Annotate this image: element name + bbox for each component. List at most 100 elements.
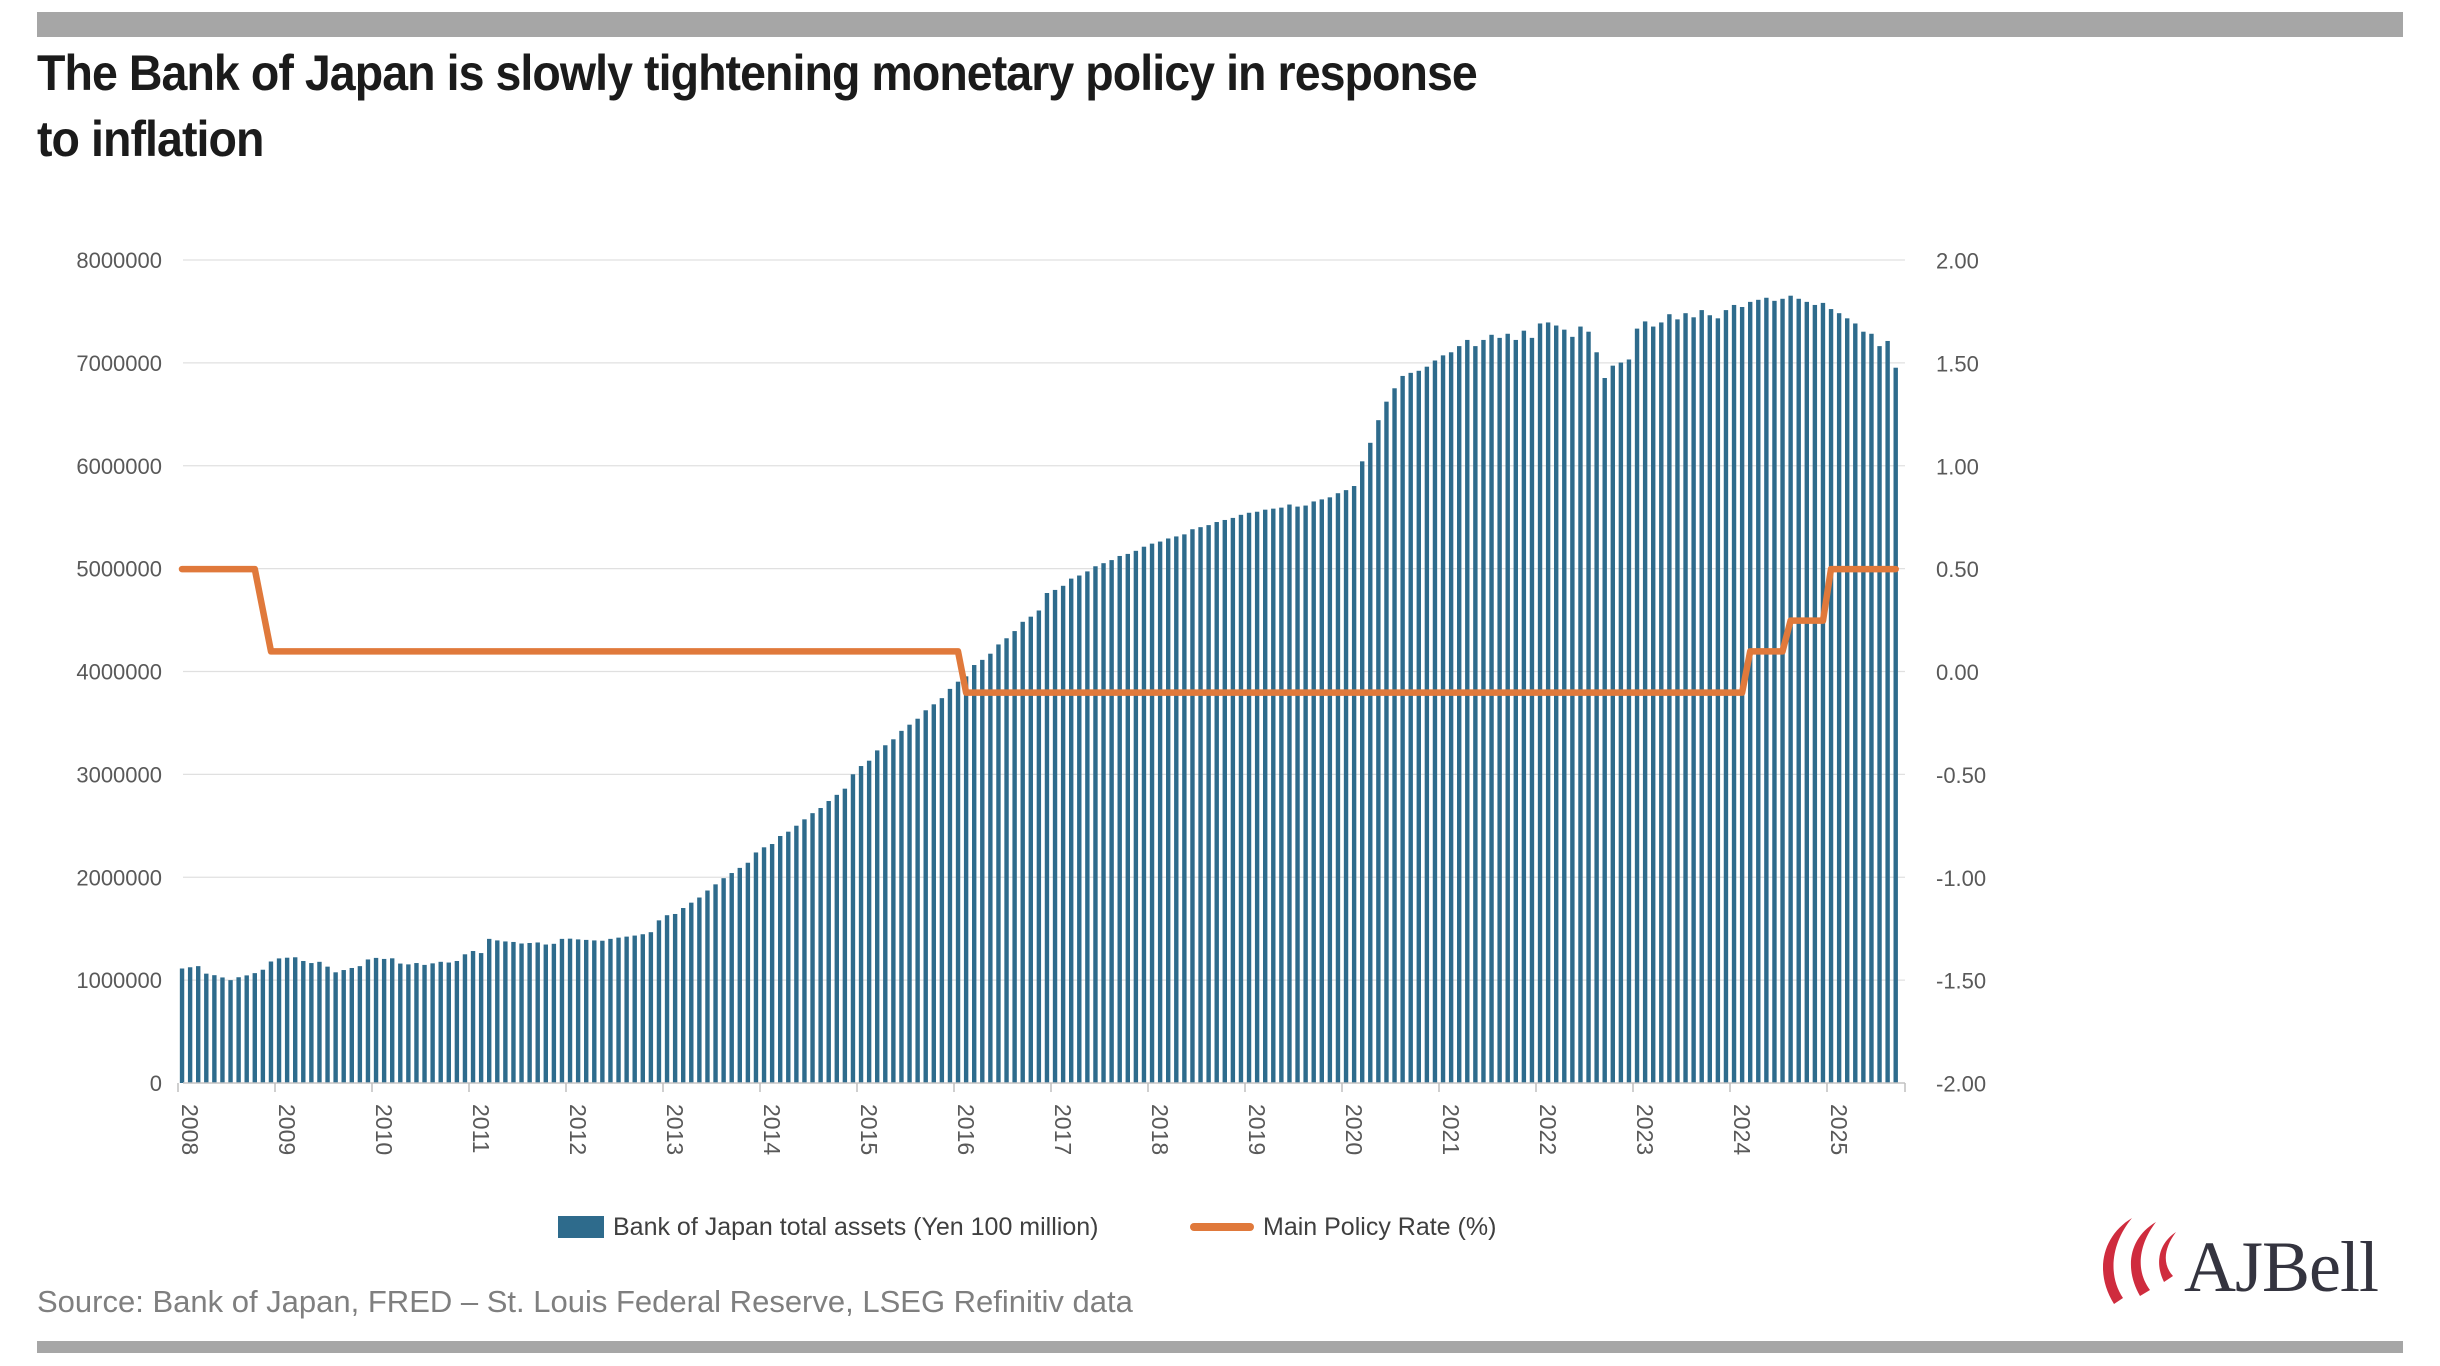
x-axis-year-label: 2010 [371, 1104, 397, 1155]
asset-bar [1077, 575, 1082, 1083]
asset-bar [1554, 325, 1559, 1083]
asset-bar [284, 957, 290, 1083]
x-axis-year-label: 2011 [468, 1104, 494, 1153]
asset-bar [551, 943, 557, 1083]
asset-bar [963, 676, 969, 1083]
left-axis-tick-label: 0 [150, 1071, 162, 1096]
asset-bar [1416, 370, 1421, 1083]
asset-bar [1457, 346, 1462, 1083]
asset-bar [947, 688, 953, 1083]
asset-bar [1828, 309, 1834, 1083]
asset-bar [349, 967, 354, 1083]
asset-bar [753, 852, 759, 1083]
asset-bar [1311, 501, 1316, 1083]
asset-bar [438, 961, 443, 1083]
right-axis-tick-label: 1.00 [1936, 454, 1979, 479]
ajbell-logo-swoosh-outer [2102, 1218, 2132, 1304]
asset-bar [1642, 321, 1648, 1083]
asset-bar [1796, 298, 1801, 1083]
asset-bar [301, 960, 306, 1083]
x-axis-year-label: 2023 [1632, 1104, 1658, 1155]
asset-bar [365, 959, 371, 1083]
chart-title-line-2: to inflation [37, 111, 264, 167]
asset-bar [721, 878, 726, 1083]
asset-bar [1222, 519, 1227, 1083]
asset-bar [1012, 631, 1017, 1083]
asset-bar [1052, 589, 1058, 1083]
asset-bar [850, 774, 856, 1083]
x-axis-year-label: 2016 [953, 1104, 979, 1155]
asset-bar [535, 942, 540, 1083]
asset-bar [1432, 360, 1438, 1083]
asset-bar [1295, 506, 1300, 1083]
asset-bar [1351, 486, 1357, 1084]
asset-bar [1634, 328, 1640, 1083]
asset-bar [1028, 616, 1033, 1083]
asset-bar [656, 920, 662, 1083]
asset-bar [406, 964, 411, 1083]
asset-bar [818, 808, 823, 1083]
legend-label-assets: Bank of Japan total assets (Yen 100 mill… [613, 1212, 1099, 1241]
asset-bar [672, 913, 678, 1083]
asset-bar [252, 973, 257, 1083]
asset-bar [333, 972, 338, 1083]
legend-item-rate: Main Policy Rate (%) [1190, 1210, 1496, 1244]
asset-bar [1238, 514, 1244, 1083]
asset-bar [1594, 352, 1599, 1083]
asset-bar [1036, 610, 1042, 1083]
asset-bar [1149, 543, 1155, 1083]
asset-bar [487, 938, 492, 1083]
asset-bar [446, 962, 451, 1083]
asset-bar [462, 954, 468, 1083]
asset-bar [1610, 365, 1615, 1084]
x-axis-year-label: 2021 [1438, 1104, 1464, 1155]
x-axis-year-label: 2009 [274, 1104, 300, 1155]
asset-bar [664, 915, 670, 1083]
asset-bar [891, 739, 896, 1083]
ajbell-logo-swoosh-inner [2159, 1232, 2176, 1282]
asset-bar [1788, 295, 1793, 1083]
left-axis-tick-label: 3000000 [76, 762, 162, 787]
asset-bar [1812, 304, 1818, 1083]
asset-bar [1691, 317, 1696, 1083]
asset-bar [268, 961, 274, 1083]
asset-bar [204, 973, 209, 1083]
asset-bar [228, 980, 233, 1083]
asset-bar [1748, 301, 1753, 1083]
x-axis-year-label: 2008 [177, 1104, 203, 1155]
asset-bar [608, 938, 613, 1083]
right-axis-tick-label: 2.00 [1936, 249, 1979, 274]
asset-bar [567, 938, 573, 1083]
source-attribution: Source: Bank of Japan, FRED – St. Louis … [37, 1284, 1133, 1319]
asset-bar [1804, 301, 1809, 1083]
asset-bar [381, 958, 387, 1083]
asset-bar [1101, 563, 1106, 1083]
asset-bar [858, 766, 864, 1083]
asset-bar [1602, 377, 1607, 1083]
asset-bar [1529, 337, 1535, 1084]
asset-bar [1392, 388, 1397, 1083]
asset-bar [373, 957, 379, 1083]
asset-bar [309, 963, 314, 1083]
asset-bar [1400, 375, 1405, 1083]
asset-bar [1893, 367, 1898, 1084]
asset-bar [179, 968, 185, 1083]
asset-bar [866, 760, 872, 1083]
asset-bar [1562, 329, 1567, 1083]
asset-bar [1869, 333, 1874, 1084]
asset-bar [1513, 339, 1518, 1084]
asset-bar [1820, 302, 1826, 1083]
legend-label-rate: Main Policy Rate (%) [1263, 1212, 1497, 1241]
asset-bar [1044, 593, 1050, 1083]
asset-bar [1254, 511, 1260, 1084]
asset-bar [1780, 298, 1785, 1083]
right-axis-tick-label: -0.50 [1936, 763, 1986, 788]
asset-bar [1570, 336, 1575, 1083]
asset-bar [592, 940, 597, 1083]
x-axis-year-label: 2019 [1244, 1104, 1270, 1155]
asset-bar [1166, 538, 1171, 1083]
asset-bar [600, 940, 605, 1083]
asset-bar [1497, 337, 1502, 1084]
left-axis-tick-label: 2000000 [76, 865, 162, 890]
policy-rate-line [178, 565, 1899, 696]
